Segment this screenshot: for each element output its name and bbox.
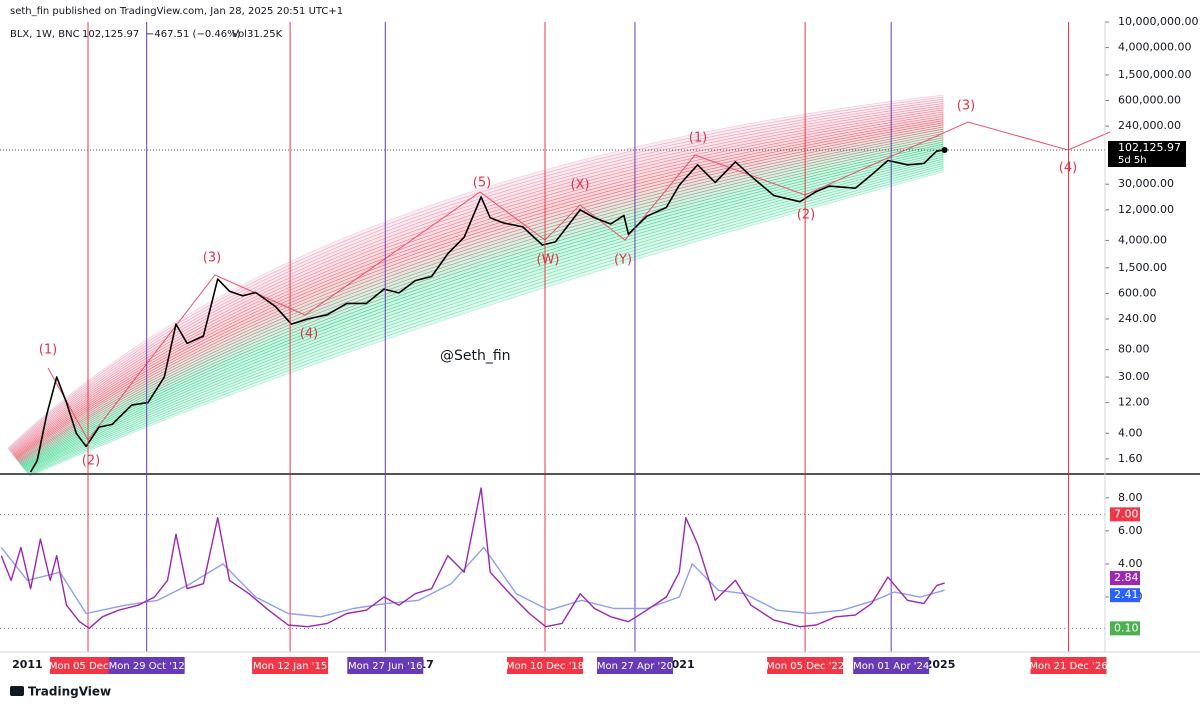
- last-price-box: [1108, 140, 1186, 167]
- date-label: Mon 27 Apr '20: [597, 661, 673, 672]
- y-tick-label: 1.60: [1118, 452, 1143, 465]
- logo-icon: [10, 686, 24, 696]
- date-box: [108, 657, 185, 674]
- value-box: [1110, 571, 1140, 586]
- value-box: [1110, 588, 1140, 603]
- date-label: Mon 10 Dec '18: [506, 661, 584, 672]
- date-label: Mon 01 Apr '24: [853, 661, 929, 672]
- symbol: BLX, 1W, BNC: [10, 29, 80, 40]
- last-price-label: 102,125.97: [1118, 141, 1181, 154]
- date-box: [252, 657, 329, 674]
- y-tick-label: 240,000.00: [1118, 119, 1181, 132]
- wave-label: (3): [203, 251, 221, 266]
- countdown-label: 5d 5h: [1118, 155, 1147, 166]
- wave-label: (4): [1059, 161, 1077, 176]
- watermark: @Seth_fin: [440, 348, 511, 364]
- logo[interactable]: TradingView: [10, 685, 111, 699]
- date-label: Mon 12 Jan '15: [253, 661, 327, 672]
- y-tick-label: 240.00: [1118, 312, 1157, 325]
- date-box: [853, 657, 930, 674]
- date-box: [507, 657, 584, 674]
- wave-label: (Y): [614, 253, 632, 268]
- y-tick-label: 4.00: [1118, 426, 1143, 439]
- value-box-label: 2.41: [1114, 588, 1139, 601]
- value-box-label: 0.10: [1114, 621, 1139, 634]
- y-tick-label: 10,000,000.00: [1118, 15, 1198, 28]
- wave-path: [47, 121, 1111, 441]
- last-price: 102,125.97: [82, 29, 139, 40]
- date-box: [596, 657, 673, 674]
- y-tick-label: 1,500,000.00: [1118, 68, 1191, 81]
- wave-label: (2): [797, 208, 815, 223]
- last-price-dot: [941, 146, 948, 153]
- y-tick-label: 4.00: [1118, 557, 1143, 570]
- date-label: Mon 21 Dec '26: [1029, 661, 1107, 672]
- series-line: [0, 487, 945, 629]
- plot-area: [0, 22, 1111, 652]
- y-tick-label: 600,000.00: [1118, 94, 1181, 107]
- y-tick-label: 80.00: [1118, 343, 1150, 356]
- wave-label: (1): [39, 343, 57, 358]
- date-box: [347, 657, 424, 674]
- date-label: Mon 27 Jun '16: [348, 661, 422, 672]
- wave-label: (2): [82, 454, 100, 469]
- y-tick-label: 12,000.00: [1118, 203, 1174, 216]
- value-box-label: 2.84: [1114, 571, 1139, 584]
- wave-label: (X): [570, 178, 589, 193]
- date-box: [1030, 657, 1107, 674]
- y-tick-label: 30.00: [1118, 370, 1150, 383]
- band-zone: [28, 169, 944, 477]
- axes: 1.60 4.00 12.00 30.00 80.00 240.00 600.00 1,500…: [12, 15, 1198, 674]
- price-change: −467.51 (−0.46%): [146, 29, 241, 40]
- date-box: [50, 657, 127, 674]
- value-box: [1110, 621, 1140, 636]
- x-tick-label: 2011: [12, 658, 43, 671]
- volume: Vol31.25K: [232, 29, 283, 40]
- series-line: [29, 149, 945, 473]
- value-box-label: 7.00: [1114, 507, 1139, 520]
- y-tick-label: 600.00: [1118, 286, 1157, 299]
- date-box: [767, 657, 844, 674]
- publish-info: seth_fin published on TradingView.com, J…: [10, 6, 343, 17]
- y-tick-label: 4,000,000.00: [1118, 41, 1191, 54]
- y-tick-label: 30,000.00: [1118, 177, 1174, 190]
- series-line: [0, 546, 945, 618]
- wave-label: (4): [300, 327, 318, 342]
- date-label: Mon 05 Dec '22: [766, 661, 844, 672]
- wave-label: (1): [689, 131, 707, 146]
- y-tick-label: 12.00: [1118, 396, 1150, 409]
- y-tick-label: 6.00: [1118, 524, 1143, 537]
- y-tick-label: 8.00: [1118, 491, 1143, 504]
- date-label: Mon 29 Oct '12: [109, 661, 185, 672]
- y-tick-label: 4,000.00: [1118, 233, 1167, 246]
- x-tick-label: 2025: [925, 658, 956, 671]
- footer-brand: TradingView: [28, 685, 111, 699]
- wave-label: (W): [537, 253, 560, 268]
- value-box: [1110, 507, 1140, 522]
- date-label: Mon 05 Dec '11: [49, 661, 127, 672]
- y-tick-label: 1,500.00: [1118, 261, 1167, 274]
- wave-label: (5): [473, 176, 491, 191]
- wave-label: (3): [957, 99, 975, 114]
